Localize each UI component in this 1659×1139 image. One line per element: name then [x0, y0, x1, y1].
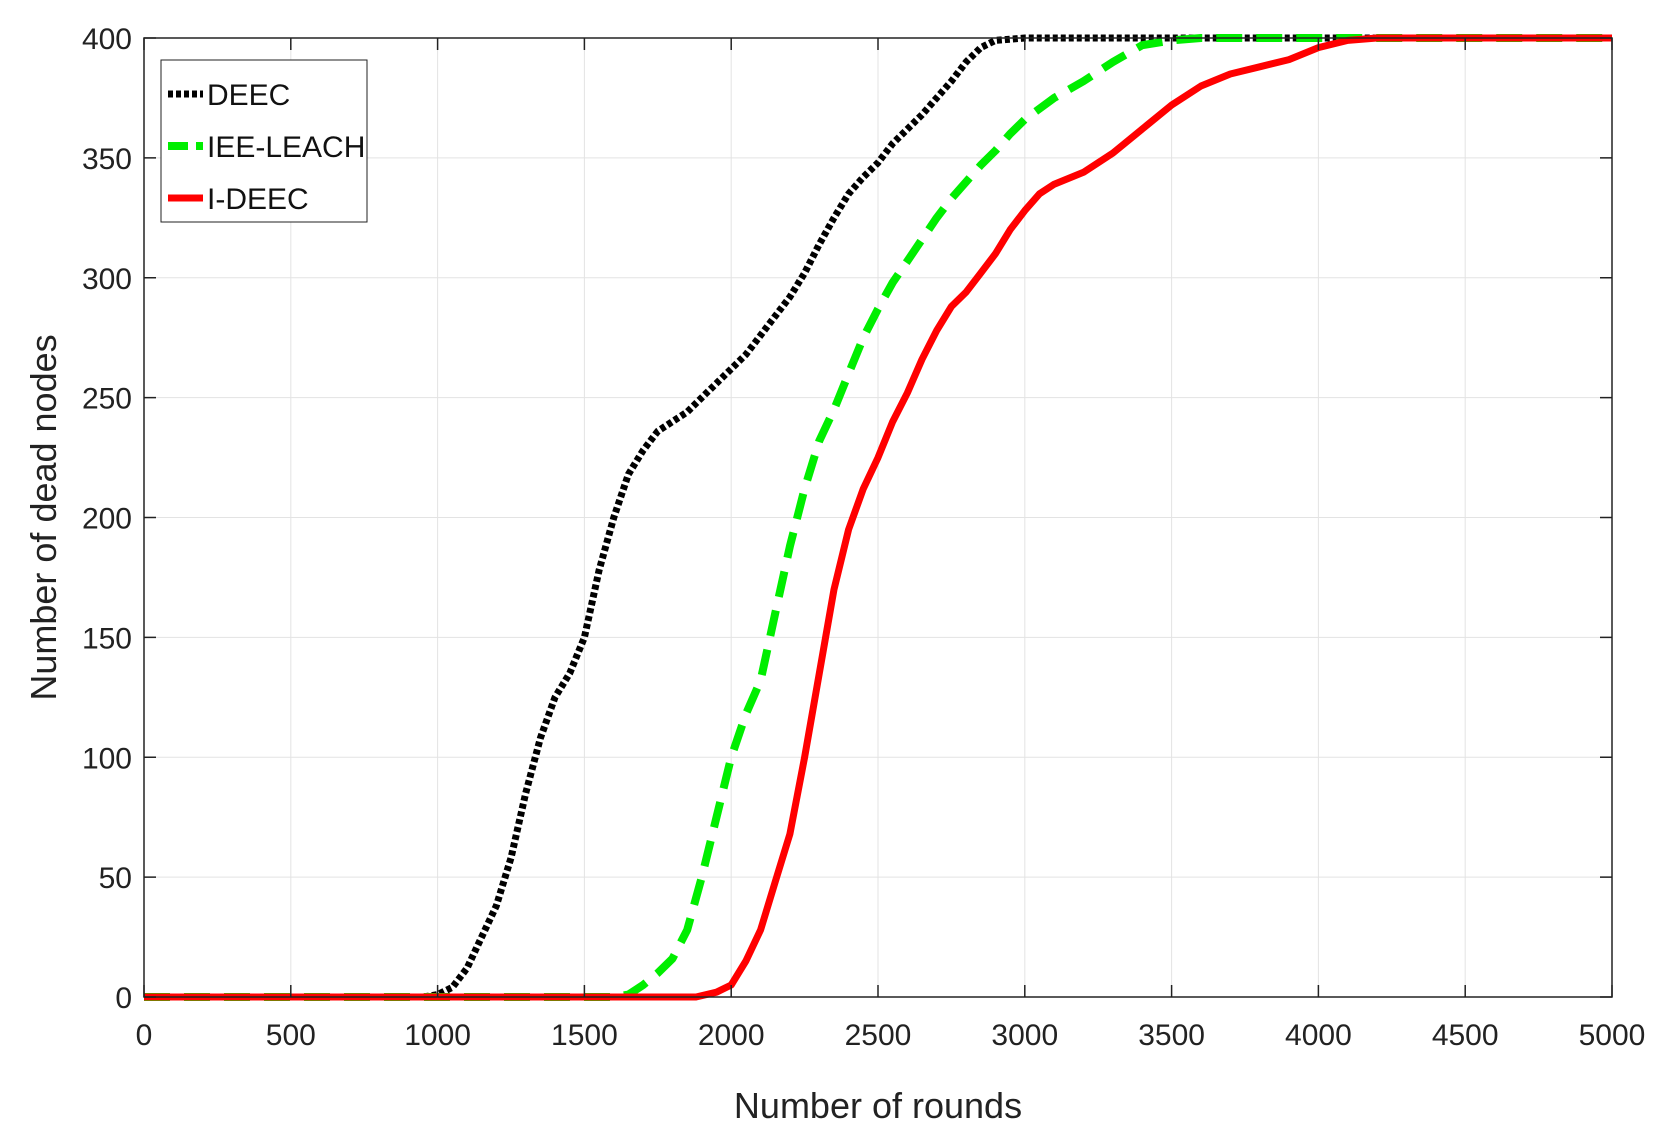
x-tick-label: 3000	[991, 1019, 1058, 1052]
tick-labels: 0 500 1000 1500 2000 2500 3000 3500 4000 4500 5000…	[82, 23, 1645, 1052]
x-tick-label: 4500	[1432, 1019, 1499, 1052]
y-tick-label: 150	[82, 622, 132, 655]
y-tick-label: 350	[82, 143, 132, 176]
x-tick-label: 2000	[698, 1019, 765, 1052]
x-axis-title: Number of rounds	[734, 1085, 1022, 1126]
x-tick-label: 1000	[404, 1019, 471, 1052]
x-tick-label: 2500	[845, 1019, 912, 1052]
legend-label-i-deec: I-DEEC	[207, 183, 309, 216]
legend: DEEC IEE-LEACH I-DEEC	[160, 59, 368, 223]
x-tick-label: 4000	[1285, 1019, 1352, 1052]
y-tick-label: 0	[115, 982, 132, 1015]
x-tick-label: 5000	[1579, 1019, 1646, 1052]
legend-label-deec: DEEC	[207, 79, 290, 112]
x-tick-label: 1500	[551, 1019, 618, 1052]
series-group	[144, 34, 1612, 1001]
series-line-deec	[144, 34, 1612, 1001]
x-tick-label: 500	[266, 1019, 316, 1052]
y-tick-label: 50	[99, 862, 132, 895]
y-tick-label: 300	[82, 263, 132, 296]
y-tick-label: 400	[82, 23, 132, 56]
y-tick-label: 250	[82, 383, 132, 416]
x-tick-label: 0	[136, 1019, 153, 1052]
series-line-iee-leach	[144, 34, 1612, 1001]
x-tick-label: 3500	[1138, 1019, 1205, 1052]
legend-label-iee-leach: IEE-LEACH	[207, 131, 365, 164]
ticks	[143, 37, 1613, 998]
y-tick-label: 100	[82, 742, 132, 775]
y-tick-label: 200	[82, 503, 132, 536]
y-axis-title: Number of dead nodes	[23, 334, 64, 700]
series-line-i-deec	[144, 34, 1612, 1001]
